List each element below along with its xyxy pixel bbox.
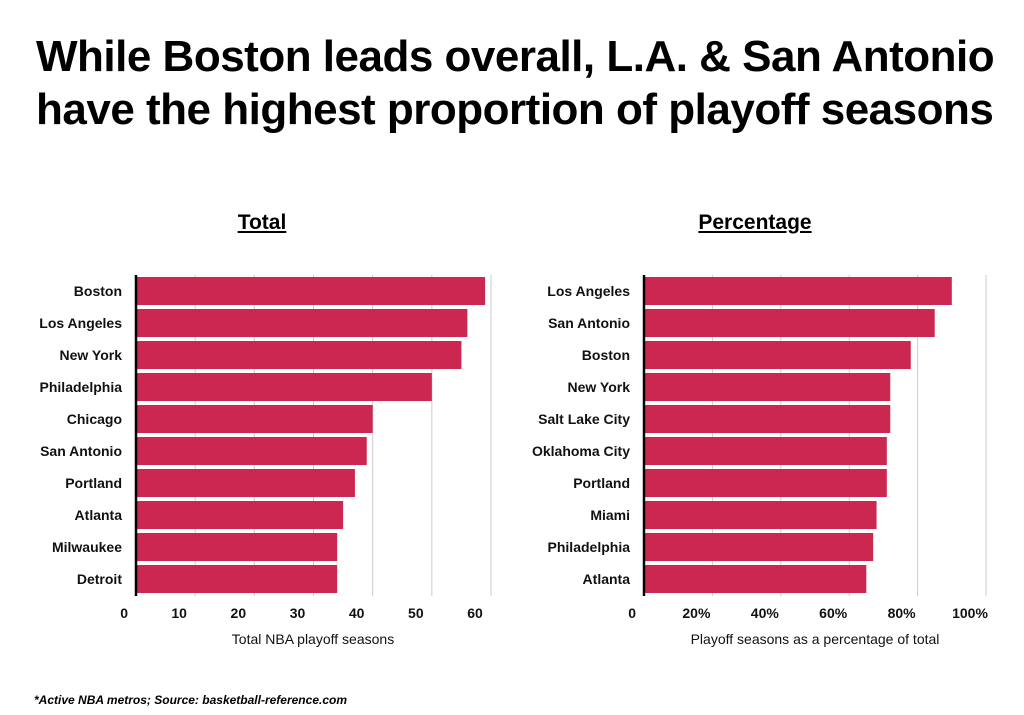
category-label-percentage: Atlanta [583, 571, 631, 587]
bar-percentage [644, 309, 935, 337]
tick-label-total: 30 [290, 605, 306, 621]
bar-percentage [644, 341, 911, 369]
category-label-percentage: Miami [590, 507, 630, 523]
bar-percentage [644, 469, 887, 497]
category-label-total: Atlanta [75, 507, 123, 523]
tick-label-total: 0 [120, 605, 128, 621]
bar-percentage [644, 437, 887, 465]
category-label-total: Philadelphia [40, 379, 123, 395]
tick-label-total: 10 [171, 605, 187, 621]
category-label-total: Boston [74, 283, 122, 299]
category-label-percentage: New York [567, 379, 630, 395]
footnote: *Active NBA metros; Source: basketball-r… [34, 693, 347, 707]
category-label-percentage: Oklahoma City [532, 443, 630, 459]
tick-label-percentage: 0 [628, 605, 636, 621]
bar-total [136, 277, 486, 305]
category-label-percentage: San Antonio [548, 315, 630, 331]
chart-title: While Boston leads overall, L.A. & San A… [36, 30, 1006, 136]
tick-label-total: 40 [349, 605, 365, 621]
panel-title-percentage: Percentage [698, 211, 812, 234]
bar-percentage [644, 277, 952, 305]
category-label-percentage: Portland [573, 475, 630, 491]
category-label-percentage: Salt Lake City [538, 411, 630, 427]
bar-total [136, 405, 373, 433]
x-axis-title-percentage: Playoff seasons as a percentage of total [691, 631, 940, 647]
tick-label-percentage: 80% [888, 605, 917, 621]
bar-total [136, 373, 432, 401]
tick-label-total: 50 [408, 605, 424, 621]
category-label-total: New York [59, 347, 122, 363]
tick-label-total: 20 [231, 605, 247, 621]
bar-total [136, 309, 468, 337]
bar-total [136, 533, 338, 561]
category-label-total: Portland [65, 475, 122, 491]
category-label-total: San Antonio [40, 443, 122, 459]
bar-total [136, 341, 462, 369]
category-label-total: Chicago [67, 411, 122, 427]
category-label-total: Milwaukee [52, 539, 122, 555]
bar-percentage [644, 405, 891, 433]
tick-label-percentage: 100% [952, 605, 988, 621]
tick-label-percentage: 40% [751, 605, 780, 621]
bar-percentage [644, 533, 874, 561]
category-label-percentage: Boston [582, 347, 630, 363]
category-label-percentage: Philadelphia [548, 539, 631, 555]
panel-title-total: Total [237, 211, 287, 234]
bar-total [136, 437, 367, 465]
category-label-total: Los Angeles [39, 315, 122, 331]
title-line-1: While Boston leads overall, L.A. & San A… [36, 32, 995, 81]
tick-label-percentage: 60% [819, 605, 848, 621]
bar-percentage [644, 373, 891, 401]
bar-percentage [644, 565, 867, 593]
x-axis-title-total: Total NBA playoff seasons [232, 631, 394, 647]
bar-total [136, 469, 355, 497]
bar-percentage [644, 501, 877, 529]
bar-total [136, 565, 338, 593]
tick-label-percentage: 20% [682, 605, 711, 621]
bar-total [136, 501, 344, 529]
category-label-percentage: Los Angeles [547, 283, 630, 299]
tick-label-total: 60 [467, 605, 483, 621]
title-line-2: have the highest proportion of playoff s… [36, 85, 994, 134]
category-label-total: Detroit [77, 571, 122, 587]
